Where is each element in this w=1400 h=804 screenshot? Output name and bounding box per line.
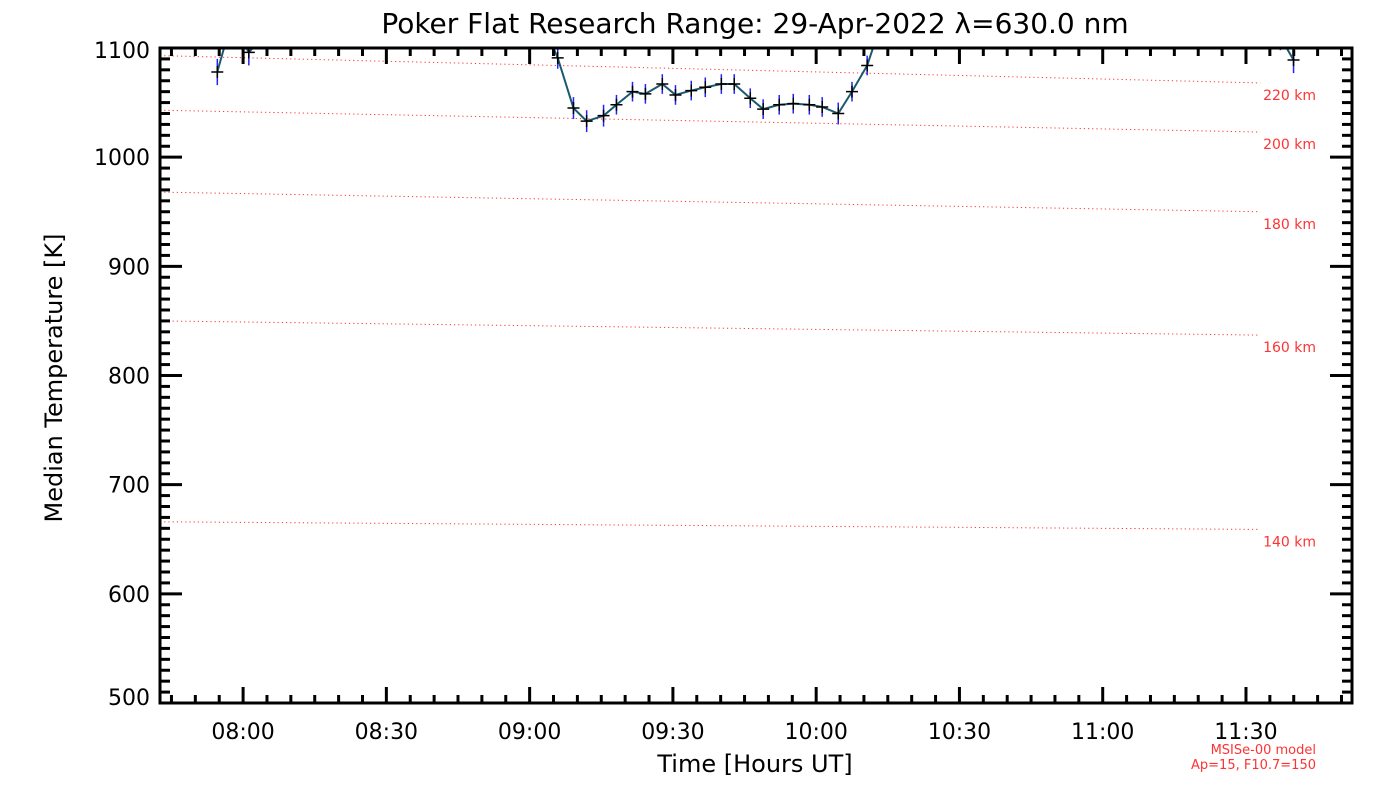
data-point [226,15,238,27]
y-tick-label: 1000 [94,146,150,171]
y-tick-label: 600 [108,583,150,608]
data-point [567,102,580,115]
data-point [845,85,858,98]
x-tick-label: 10:30 [928,720,991,745]
model-line-label: 220 km [1263,88,1316,104]
data-point [211,66,224,79]
chart-title: Poker Flat Research Range: 29-Apr-2022 λ… [381,7,1128,40]
y-tick-label: 800 [108,365,150,390]
y-tick-label: 900 [108,255,150,280]
data-point [626,85,639,98]
model-line-220km [159,55,1261,84]
data-point [744,92,757,105]
series-line [216,48,1295,123]
model-line-label: 180 km [1263,217,1316,233]
model-params-annotation: Ap=15, F10.7=150 [1191,758,1316,773]
model-line-label: 160 km [1263,340,1316,356]
model-line-200km [159,109,1261,133]
x-tick-label: 10:00 [784,720,847,745]
data-point [832,107,845,120]
axes: 08:00 08:30 09:00 09:30 10:00 10:30 11:00 11:30… [94,39,1354,745]
x-tick-label: 11:30 [1214,720,1277,745]
y-tick-label: 1100 [94,39,150,64]
data-point [1274,31,1286,43]
data-point [323,26,335,38]
data-point [1287,54,1300,67]
data-point [266,20,278,32]
data-point [803,98,816,111]
data-point [669,88,682,101]
y-axis-label: Median Temperature [K] [40,233,68,522]
x-axis-label: Time [Hours UT] [656,750,852,778]
data-point [715,78,728,91]
model-line-160km [159,320,1261,336]
model-line-180km [159,191,1261,213]
data-point [773,98,786,111]
data-point [1211,20,1223,32]
data-point [610,98,623,111]
data-point [757,103,770,116]
model-line-140km [159,521,1261,530]
data-point [728,78,741,91]
x-tick-label: 11:00 [1071,720,1134,745]
x-tick-label: 09:30 [641,720,704,745]
data-point [816,100,829,113]
x-tick-label: 08:00 [211,720,274,745]
data-point [685,84,698,97]
data-point [787,97,800,110]
x-tick-label: 09:00 [498,720,561,745]
model-annotation: MSISe-00 model [1211,743,1316,758]
data-series [211,15,1300,133]
data-point [597,109,610,122]
data-point [551,51,564,64]
model-line-label: 140 km [1263,534,1316,550]
y-tick-label: 700 [108,474,150,499]
data-point [639,87,652,100]
data-point [656,78,669,91]
model-line-label: 200 km [1263,137,1316,153]
x-tick-label: 08:30 [355,720,418,745]
model-lines: 220 km 200 km 180 km 160 km 140 km [159,55,1316,550]
data-point [699,81,712,94]
data-point [580,115,593,128]
data-point [861,59,874,72]
data-point [1254,26,1266,38]
plot-frame [158,46,1354,705]
y-tick-label: 500 [108,686,150,711]
